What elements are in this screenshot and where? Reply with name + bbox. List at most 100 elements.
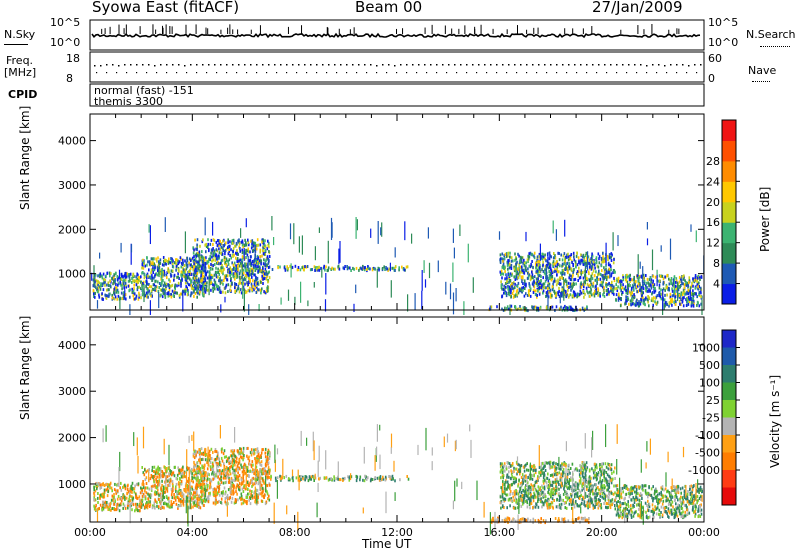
range-cell bbox=[645, 286, 647, 290]
range-cell bbox=[248, 475, 250, 478]
range-cell bbox=[206, 487, 209, 491]
range-cell bbox=[121, 274, 123, 278]
range-cell bbox=[170, 493, 173, 497]
sparse-cell bbox=[389, 262, 391, 272]
range-cell bbox=[636, 302, 639, 306]
range-cell bbox=[250, 282, 253, 286]
range-cell bbox=[603, 259, 606, 263]
range-cell bbox=[564, 255, 567, 259]
range-cell bbox=[350, 269, 352, 272]
range-cell bbox=[509, 272, 512, 276]
range-cell bbox=[174, 465, 176, 469]
range-cell bbox=[128, 492, 131, 495]
range-cell bbox=[99, 287, 102, 291]
range-cell bbox=[142, 265, 144, 269]
range-cell bbox=[217, 287, 219, 291]
range-cell bbox=[542, 289, 545, 293]
range-cell bbox=[125, 275, 128, 279]
range-cell bbox=[163, 288, 165, 292]
range-cell bbox=[183, 471, 185, 475]
range-cell bbox=[146, 292, 149, 296]
range-cell bbox=[209, 279, 211, 283]
range-cell bbox=[167, 283, 169, 287]
range-cell bbox=[549, 267, 552, 270]
range-cell bbox=[198, 502, 200, 506]
range-cell bbox=[692, 284, 694, 288]
range-cell bbox=[582, 290, 584, 293]
range-cell bbox=[217, 267, 219, 271]
range-cell bbox=[227, 457, 229, 461]
range-cell bbox=[106, 487, 109, 491]
range-cell bbox=[698, 285, 700, 288]
range-cell bbox=[151, 506, 154, 510]
range-cell bbox=[98, 285, 101, 289]
range-cell bbox=[162, 471, 164, 475]
range-cell bbox=[257, 453, 260, 457]
range-cell bbox=[170, 269, 173, 273]
range-cell bbox=[549, 292, 552, 296]
range-cell bbox=[220, 479, 222, 482]
range-cell bbox=[234, 286, 236, 290]
range-cell bbox=[195, 504, 198, 508]
sparse-cell bbox=[467, 243, 469, 263]
range-cell bbox=[196, 467, 199, 471]
range-cell bbox=[163, 259, 165, 263]
range-cell bbox=[120, 499, 123, 503]
range-cell bbox=[253, 248, 256, 252]
range-cell bbox=[558, 286, 560, 290]
sparse-cell bbox=[437, 260, 439, 273]
range-cell bbox=[144, 264, 146, 268]
range-cell bbox=[185, 267, 188, 271]
range-cell bbox=[173, 261, 176, 265]
range-cell bbox=[189, 267, 192, 271]
range-cell bbox=[500, 280, 502, 284]
range-cell bbox=[194, 238, 196, 242]
range-cell bbox=[233, 272, 235, 276]
nsearch-legend-line bbox=[760, 46, 790, 47]
range-cell bbox=[222, 491, 224, 495]
range-cell bbox=[146, 263, 148, 267]
nave-point bbox=[246, 72, 248, 74]
range-cell bbox=[157, 256, 159, 260]
range-cell bbox=[93, 493, 96, 497]
range-cell bbox=[249, 489, 251, 493]
range-cell bbox=[585, 286, 588, 290]
range-cell bbox=[99, 503, 102, 507]
sparse-cell bbox=[545, 268, 547, 281]
range-cell bbox=[511, 286, 514, 290]
range-cell bbox=[189, 294, 192, 298]
range-cell bbox=[675, 287, 678, 291]
range-cell bbox=[560, 282, 562, 286]
range-cell bbox=[637, 282, 640, 286]
range-cell bbox=[228, 467, 231, 471]
sparse-cell bbox=[325, 273, 327, 295]
range-cell bbox=[251, 288, 253, 292]
vel-svg-data bbox=[93, 424, 703, 535]
range-cell bbox=[182, 503, 185, 507]
range-cell bbox=[163, 506, 165, 510]
range-cell bbox=[611, 288, 613, 291]
range-cell bbox=[231, 496, 234, 500]
range-cell bbox=[536, 306, 538, 310]
range-cell bbox=[553, 252, 555, 255]
range-cell bbox=[128, 490, 130, 494]
range-cell bbox=[167, 467, 170, 471]
range-cell bbox=[195, 247, 197, 251]
range-cell bbox=[516, 272, 519, 276]
range-cell bbox=[148, 285, 151, 288]
range-cell bbox=[284, 268, 287, 272]
range-cell bbox=[101, 297, 103, 301]
sparse-cell bbox=[689, 289, 691, 299]
range-cell bbox=[680, 298, 682, 301]
range-cell bbox=[169, 261, 171, 265]
range-cell bbox=[526, 276, 529, 280]
range-cell bbox=[199, 269, 201, 273]
range-cell bbox=[212, 258, 214, 262]
range-cell bbox=[246, 263, 248, 267]
range-cell bbox=[232, 250, 234, 254]
range-cell bbox=[203, 292, 205, 296]
range-cell bbox=[95, 286, 97, 290]
range-cell bbox=[568, 294, 571, 298]
range-cell bbox=[611, 280, 613, 284]
nave-point bbox=[416, 72, 418, 74]
